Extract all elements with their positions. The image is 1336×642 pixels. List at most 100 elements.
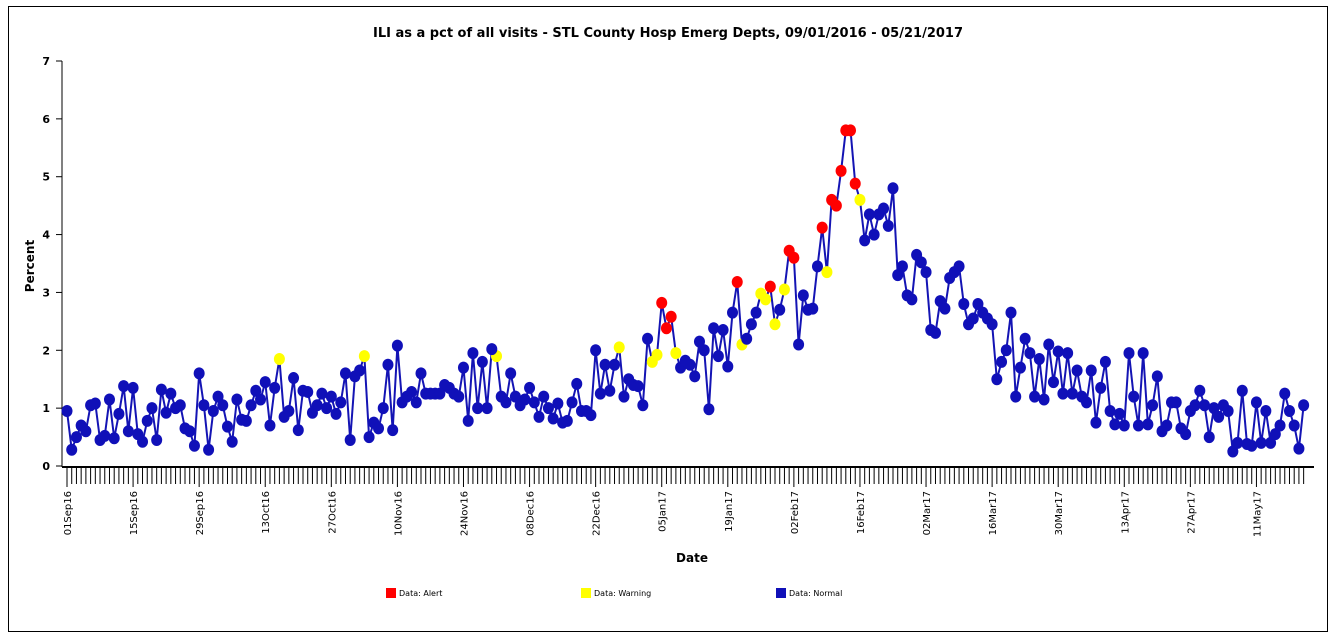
data-point xyxy=(509,390,521,403)
data-point xyxy=(1024,347,1036,360)
data-point xyxy=(920,266,932,279)
data-point xyxy=(264,419,276,432)
data-point xyxy=(807,302,819,315)
x-tick-label: 19Jan17 xyxy=(724,491,735,532)
data-point xyxy=(533,410,545,423)
data-point xyxy=(354,364,366,377)
data-point xyxy=(1232,436,1244,449)
data-point xyxy=(335,396,347,409)
data-point xyxy=(1005,306,1017,319)
legend-label: Data: Warning xyxy=(594,589,651,598)
data-point xyxy=(660,322,672,335)
legend-label: Data: Normal xyxy=(789,589,842,598)
data-point xyxy=(1170,396,1182,409)
data-point xyxy=(1227,445,1239,458)
data-point xyxy=(1222,405,1234,418)
x-tick-label: 16Feb17 xyxy=(856,491,867,534)
frame xyxy=(8,6,1328,632)
data-point xyxy=(457,361,469,374)
data-point xyxy=(712,350,724,363)
data-point xyxy=(915,256,927,269)
data-point xyxy=(122,425,134,438)
x-tick-label: 30Mar17 xyxy=(1054,491,1065,535)
data-point xyxy=(849,177,861,190)
data-point xyxy=(524,381,536,394)
data-point xyxy=(996,355,1008,368)
x-tick-label: 10Nov16 xyxy=(393,491,404,536)
data-point xyxy=(906,293,918,306)
data-point xyxy=(1114,407,1126,420)
data-point xyxy=(538,390,550,403)
data-point xyxy=(1081,396,1093,409)
data-point xyxy=(226,435,238,448)
data-point xyxy=(174,399,186,412)
data-point xyxy=(481,402,493,415)
data-point xyxy=(651,348,663,361)
data-point xyxy=(552,397,564,410)
data-point xyxy=(816,221,828,234)
x-tick-label: 13Oct16 xyxy=(261,491,272,534)
x-tick-label: 08Dec16 xyxy=(526,491,537,536)
data-point xyxy=(1236,384,1248,397)
data-point xyxy=(203,443,215,456)
data-point xyxy=(113,407,125,420)
data-point xyxy=(339,367,351,380)
data-point xyxy=(698,344,710,357)
data-point xyxy=(571,377,583,390)
data-point xyxy=(764,280,776,293)
data-point xyxy=(1151,370,1163,383)
data-point xyxy=(703,403,715,416)
data-point xyxy=(542,402,554,415)
y-tick-label: 4 xyxy=(42,229,50,242)
data-point xyxy=(1033,352,1045,365)
data-point xyxy=(868,228,880,241)
data-point xyxy=(155,383,167,396)
data-point xyxy=(547,412,559,425)
data-point xyxy=(103,393,115,406)
data-point xyxy=(835,164,847,177)
data-point xyxy=(1085,364,1097,377)
data-point xyxy=(1118,419,1130,432)
data-point xyxy=(642,332,654,345)
data-point xyxy=(821,266,833,279)
data-point xyxy=(231,393,243,406)
data-point xyxy=(1269,428,1281,441)
legend-swatch xyxy=(776,588,786,598)
data-point xyxy=(972,298,984,310)
data-point xyxy=(637,399,649,412)
data-point xyxy=(793,338,805,351)
data-point xyxy=(288,372,300,385)
data-point xyxy=(80,425,92,438)
data-point xyxy=(240,414,252,427)
data-point xyxy=(160,406,172,419)
x-tick-label: 02Feb17 xyxy=(790,491,801,534)
data-point xyxy=(656,296,668,309)
data-point xyxy=(986,318,998,331)
data-point xyxy=(1180,428,1192,441)
data-point xyxy=(604,384,616,397)
data-point xyxy=(259,376,271,389)
data-point xyxy=(665,310,677,323)
y-tick-label: 6 xyxy=(42,113,50,126)
data-point xyxy=(1047,376,1059,389)
data-point xyxy=(854,193,866,206)
data-point xyxy=(1109,418,1121,431)
data-point xyxy=(845,124,857,137)
data-point xyxy=(1288,419,1300,432)
data-point xyxy=(717,324,729,337)
data-point xyxy=(1071,364,1083,377)
data-point xyxy=(594,387,606,400)
data-point xyxy=(273,352,285,365)
data-point xyxy=(1147,399,1159,412)
data-point xyxy=(255,393,267,406)
data-point xyxy=(967,312,979,325)
data-point xyxy=(1123,347,1135,360)
x-tick-label: 13Apr17 xyxy=(1120,491,1131,534)
data-point xyxy=(585,409,597,422)
data-point xyxy=(1099,355,1111,368)
data-point xyxy=(609,358,621,371)
x-tick-label: 15Sep16 xyxy=(129,491,140,535)
data-point xyxy=(1128,390,1140,403)
data-point xyxy=(1279,387,1291,400)
data-point xyxy=(684,358,696,371)
